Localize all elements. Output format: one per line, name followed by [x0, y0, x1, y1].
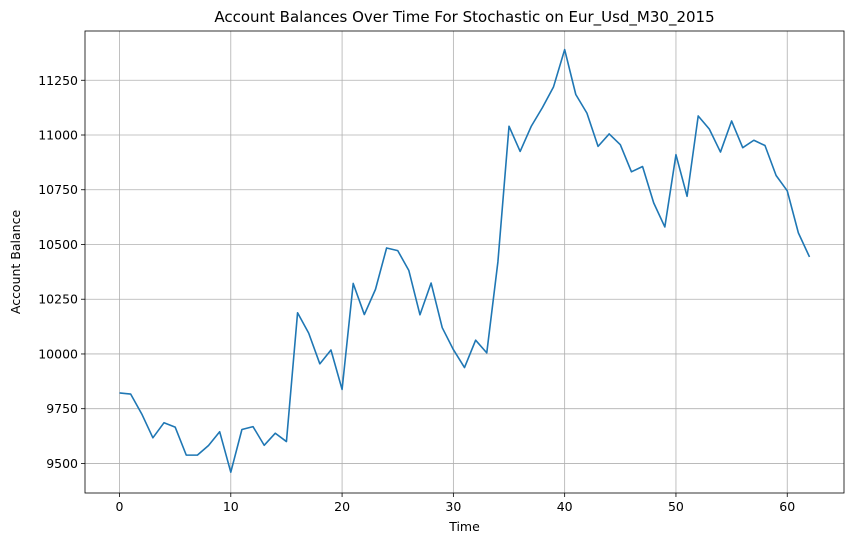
grid — [85, 31, 844, 493]
y-tick-label: 11000 — [38, 128, 78, 143]
y-tick-label: 10250 — [38, 292, 78, 307]
x-axis-label: Time — [448, 519, 480, 534]
x-tick-label: 50 — [668, 499, 684, 514]
y-tick-label: 11250 — [38, 73, 78, 88]
x-tick-label: 20 — [334, 499, 350, 514]
y-tick-label: 10750 — [38, 182, 78, 197]
y-tick-label: 9750 — [46, 401, 78, 416]
x-tick-label: 0 — [116, 499, 124, 514]
x-tick-label: 40 — [557, 499, 573, 514]
x-axis-ticks: 0 10 20 30 40 50 60 — [116, 493, 795, 514]
x-tick-label: 30 — [445, 499, 461, 514]
plot-frame — [84, 30, 845, 494]
x-tick-label: 60 — [779, 499, 795, 514]
y-tick-label: 10500 — [38, 237, 78, 252]
x-tick-label: 10 — [223, 499, 239, 514]
y-tick-label: 10000 — [38, 346, 78, 361]
chart-title: Account Balances Over Time For Stochasti… — [214, 8, 714, 27]
y-axis-label: Account Balance — [8, 210, 23, 315]
plot-background — [85, 31, 844, 493]
y-tick-label: 9500 — [46, 456, 78, 471]
y-axis-ticks: 9500 9750 10000 10250 10500 10750 11000 11250 — [38, 73, 85, 471]
line-layer — [119, 48, 811, 474]
series-line-0 — [119, 48, 811, 474]
